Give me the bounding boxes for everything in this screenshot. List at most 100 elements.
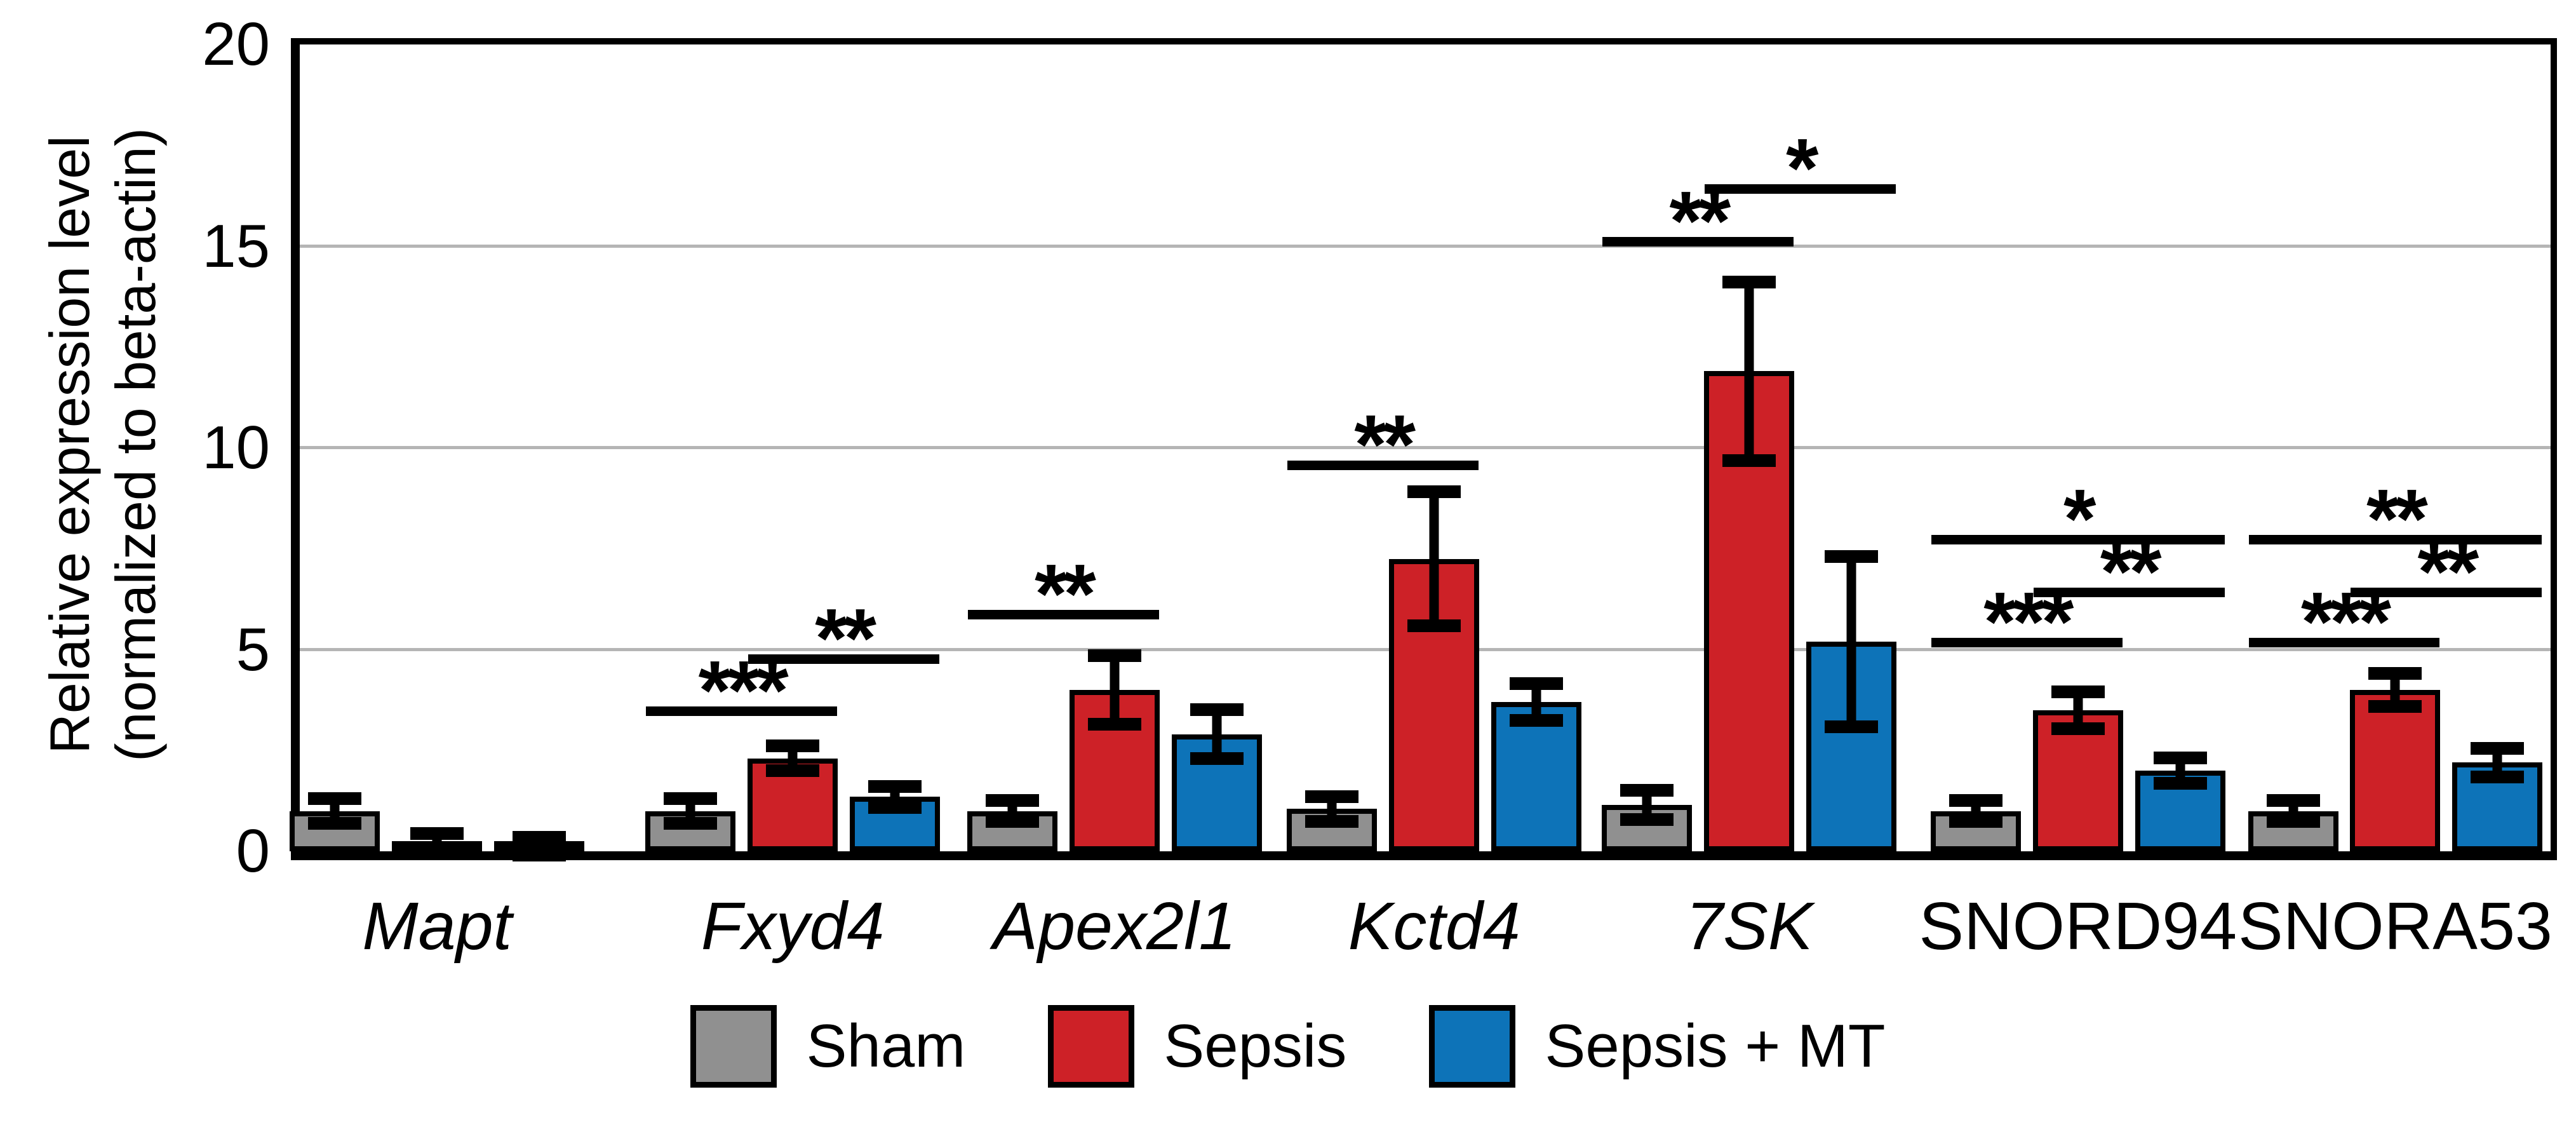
sig-stars-Apex2l1-2: ** [1035, 546, 1096, 640]
errorbar-Apex2l1-Sepsis [1110, 661, 1120, 719]
errorbar-cap-top-Fxyd4 [664, 792, 718, 805]
errorbar-cap-top-Kctd4 [1510, 677, 1564, 690]
errorbar-cap-top-SNORA53 [2368, 667, 2422, 680]
sig-bracket-SNORD94-8 [1931, 535, 2225, 545]
errorbar-cap-bottom-Apex2l1 [986, 814, 1040, 828]
x-label-SNORD94: SNORD94 [1919, 889, 2237, 964]
legend-swatch-Sepsis [1048, 1005, 1135, 1088]
sig-bracket-7SK-5 [1705, 184, 1896, 194]
errorbar-cap-top-SNORD94 [2051, 685, 2105, 698]
legend-swatch-SepsisMT [1429, 1005, 1516, 1088]
errorbar-SNORD94-SepsisMT [2175, 764, 2185, 777]
bar-Kctd4-SepsisMT [1491, 702, 1582, 851]
errorbar-SNORD94-Sham [1971, 807, 1981, 815]
errorbar-cap-bottom-7SK [1620, 813, 1674, 826]
bar-7SK-Sham [1602, 804, 1693, 851]
errorbar-Fxyd4-Sham [685, 804, 695, 818]
errorbar-cap-bottom-Kctd4 [1305, 814, 1359, 828]
plot-area: *** ** ** ** ** * *** ** * *** ** ** [290, 38, 2557, 861]
errorbar-SNORA53-SepsisMT [2492, 754, 2502, 771]
sig-bracket-SNORA53-9 [2248, 638, 2440, 648]
legend-label-Sepsis: Sepsis [1164, 1012, 1347, 1080]
sig-bracket-SNORD94-7 [2033, 587, 2225, 597]
legend-item-SepsisMT: Sepsis + MT [1429, 1005, 1886, 1088]
y-tick-10: 10 [202, 414, 270, 482]
sig-bracket-Apex2l1-2 [968, 609, 1159, 619]
errorbar-cap-top-Fxyd4 [868, 780, 922, 793]
errorbar-Kctd4-Sepsis [1429, 498, 1439, 619]
sig-stars-SNORA53-11: ** [2366, 472, 2428, 566]
errorbar-cap-bottom-Apex2l1 [1087, 718, 1141, 731]
errorbar-cap-top-Mapt [513, 830, 567, 844]
sig-stars-SNORD94-8: * [2063, 472, 2096, 566]
errorbar-cap-bottom-Mapt [513, 848, 567, 861]
errorbar-cap-top-Fxyd4 [766, 739, 820, 753]
errorbar-cap-bottom-Fxyd4 [868, 800, 922, 814]
x-axis-labels: Mapt Fxyd4 Apex2l1 Kctd4 7SK SNORD94 SNORA53 [300, 888, 2553, 983]
errorbar-cap-top-Apex2l1 [986, 794, 1040, 807]
errorbar-Fxyd4-Sepsis [788, 752, 798, 765]
errorbar-7SK-Sham [1642, 797, 1652, 813]
errorbar-cap-bottom-SNORA53 [2368, 699, 2422, 713]
sig-bracket-SNORA53-11 [2248, 535, 2542, 545]
errorbar-cap-top-SNORD94 [1949, 794, 2002, 807]
errorbar-SNORD94-Sepsis [2073, 698, 2083, 722]
legend: Sham Sepsis Sepsis + MT [0, 1005, 2576, 1088]
errorbar-cap-top-SNORD94 [2153, 752, 2207, 765]
errorbar-Fxyd4-SepsisMT [890, 792, 900, 801]
errorbar-cap-bottom-Kctd4 [1510, 714, 1564, 727]
sig-bracket-7SK-4 [1602, 236, 1794, 246]
errorbar-Mapt-Sepsis [432, 840, 442, 847]
errorbar-cap-top-Apex2l1 [1087, 649, 1141, 662]
errorbar-cap-top-Apex2l1 [1190, 703, 1244, 717]
errorbar-cap-top-Kctd4 [1407, 485, 1461, 499]
sig-bracket-SNORD94-6 [1931, 638, 2123, 648]
errorbar-cap-bottom-Fxyd4 [766, 764, 820, 778]
sig-bracket-Fxyd4-1 [748, 654, 940, 664]
errorbar-cap-bottom-Apex2l1 [1190, 752, 1244, 766]
legend-swatch-Sham [690, 1005, 777, 1088]
errorbar-cap-top-Mapt [410, 827, 464, 841]
x-label-Kctd4: Kctd4 [1348, 889, 1520, 964]
legend-item-Sham: Sham [690, 1005, 965, 1088]
errorbar-cap-top-7SK [1620, 784, 1674, 797]
y-tick-5: 5 [236, 615, 270, 684]
errorbar-cap-bottom-SNORD94 [2051, 722, 2105, 735]
errorbar-cap-bottom-SNORD94 [1949, 814, 2002, 828]
x-label-Apex2l1: Apex2l1 [993, 889, 1237, 964]
y-tick-0: 0 [236, 817, 270, 885]
x-label-Mapt: Mapt [362, 889, 512, 964]
errorbar-cap-bottom-Mapt [410, 846, 464, 860]
y-tick-20: 20 [202, 10, 270, 78]
x-label-SNORA53: SNORA53 [2238, 889, 2553, 964]
legend-label-SepsisMT: Sepsis + MT [1545, 1012, 1886, 1080]
errorbar-cap-top-Kctd4 [1305, 790, 1359, 803]
errorbar-Kctd4-SepsisMT [1531, 690, 1541, 715]
errorbar-cap-bottom-Kctd4 [1407, 619, 1461, 632]
errorbar-Mapt-SepsisMT [534, 843, 544, 849]
errorbar-7SK-Sepsis [1744, 288, 1754, 454]
errorbar-Apex2l1-Sham [1007, 807, 1017, 815]
gridline-15 [300, 244, 2551, 248]
errorbar-cap-top-SNORA53 [2471, 741, 2525, 755]
errorbar-cap-bottom-Fxyd4 [664, 817, 718, 830]
errorbar-cap-top-Mapt [308, 792, 362, 805]
legend-label-Sham: Sham [806, 1012, 966, 1080]
sig-stars-7SK-5: * [1786, 121, 1818, 215]
bar-Apex2l1-Sepsis [1069, 690, 1160, 851]
x-label-7SK: 7SK [1686, 889, 1813, 964]
sig-bracket-Kctd4-3 [1287, 460, 1479, 470]
y-tick-15: 15 [202, 212, 270, 280]
errorbar-Apex2l1-SepsisMT [1212, 716, 1222, 753]
errorbar-7SK-SepsisMT [1846, 562, 1856, 720]
errorbar-cap-bottom-SNORA53 [2266, 814, 2320, 828]
errorbar-cap-bottom-7SK [1722, 454, 1776, 467]
errorbar-SNORA53-Sham [2288, 807, 2298, 815]
errorbar-cap-bottom-7SK [1825, 720, 1879, 733]
errorbar-SNORA53-Sepsis [2390, 680, 2400, 700]
sig-stars-Kctd4-3: ** [1354, 397, 1416, 491]
sig-stars-Fxyd4-1: ** [815, 591, 876, 685]
legend-item-Sepsis: Sepsis [1048, 1005, 1346, 1088]
sig-bracket-Fxyd4-0 [646, 706, 838, 717]
